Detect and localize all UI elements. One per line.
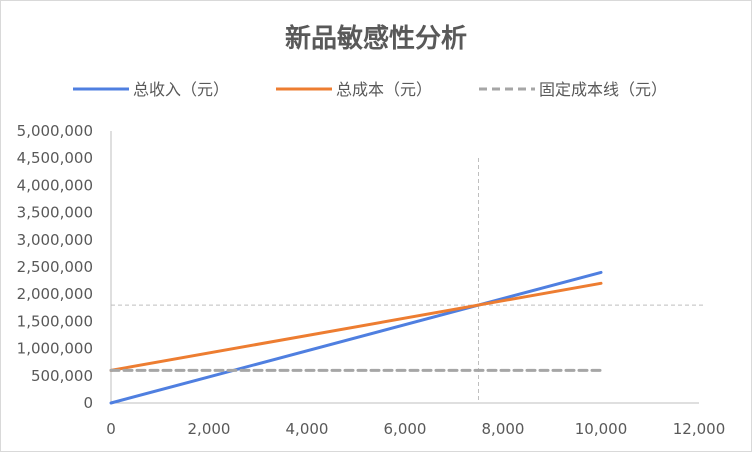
y-tick-label: 0 (83, 394, 93, 412)
y-tick-label: 1,000,000 (17, 340, 93, 358)
x-tick-label: 8,000 (482, 420, 525, 438)
series-line-1 (109, 281, 603, 372)
series-line-0 (109, 270, 603, 405)
y-tick-label: 4,000,000 (17, 176, 93, 194)
x-tick-label: 4,000 (286, 420, 329, 438)
y-tick-label: 3,500,000 (17, 204, 93, 222)
legend: 总收入（元） 总成本（元） 固定成本线（元） (73, 80, 667, 99)
y-tick-label: 5,000,000 (17, 122, 93, 140)
legend-label-2: 固定成本线（元） (539, 80, 667, 99)
x-tick-label: 2,000 (188, 420, 231, 438)
x-tick-label: 10,000 (575, 420, 628, 438)
x-tick-label: 0 (106, 420, 116, 438)
chart-title: 新品敏感性分析 (285, 23, 467, 54)
y-tick-label: 500,000 (31, 367, 93, 385)
legend-label-1: 总成本（元） (336, 80, 432, 99)
y-tick-label: 2,000,000 (17, 285, 93, 303)
y-tick-label: 3,000,000 (17, 231, 93, 249)
y-tick-label: 2,500,000 (17, 258, 93, 276)
y-tick-label: 1,500,000 (17, 312, 93, 330)
x-tick-label: 12,000 (673, 420, 726, 438)
plot-area: 0 500,000 1,000,000 1,500,000 2,000,000 2,500… (17, 122, 726, 438)
x-tick-label: 6,000 (384, 420, 427, 438)
legend-label-0: 总收入（元） (133, 80, 229, 99)
y-tick-label: 4,500,000 (17, 149, 93, 167)
